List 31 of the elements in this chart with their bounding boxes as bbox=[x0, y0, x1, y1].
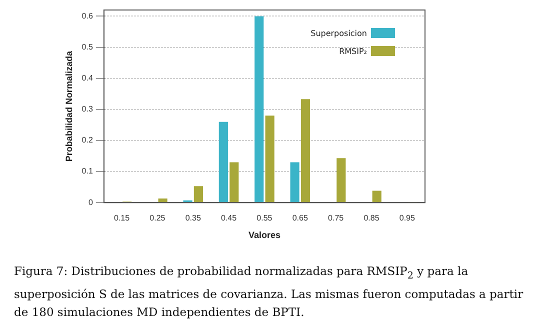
x-tick-label: 0.45 bbox=[220, 214, 238, 223]
y-tick-label: 0.5 bbox=[82, 42, 94, 52]
y-tick-label: 0.2 bbox=[82, 136, 94, 145]
y-tick-label: 0 bbox=[88, 198, 94, 207]
bar bbox=[194, 186, 204, 202]
bar bbox=[336, 158, 346, 202]
bar bbox=[300, 99, 310, 202]
x-tick-label: 0.15 bbox=[114, 214, 130, 223]
bar bbox=[218, 122, 228, 202]
y-axis-title: Probabilidad Normalizada bbox=[64, 50, 74, 162]
text: Figura 7: Distribuciones de probabilidad normalizadas para RMSIP$_{2}$ y para la superposición S de las matrices de covarianza. Las mismas fueron computadas a partir de 180 simulaciones MD independientes de BPTI. bbox=[14, 263, 524, 322]
bar bbox=[254, 16, 264, 202]
bar bbox=[372, 190, 382, 202]
x-axis-title: Valores bbox=[248, 230, 280, 240]
x-tick-label: 0.65 bbox=[292, 214, 308, 223]
x-tick-label: 0.55 bbox=[256, 214, 273, 223]
y-tick-label: 0.4 bbox=[82, 74, 94, 83]
y-tick-label: 0.1 bbox=[82, 166, 94, 176]
y-tick-label: 0.3 bbox=[82, 104, 94, 114]
x-tick-label: 0.85 bbox=[364, 214, 380, 223]
bar bbox=[158, 198, 168, 202]
bar bbox=[265, 116, 274, 202]
bar bbox=[230, 162, 239, 202]
x-tick-label: 0.75 bbox=[328, 214, 344, 223]
x-tick-label: 0.25 bbox=[150, 214, 166, 223]
x-tick-label: 0.95 bbox=[399, 214, 416, 223]
legend-label: Superposicion bbox=[310, 28, 367, 38]
y-tick-label: 0.6 bbox=[82, 11, 94, 20]
legend-label: RMSIP₂ bbox=[339, 46, 367, 56]
x-tick-label: 0.35 bbox=[185, 214, 202, 223]
bar bbox=[290, 162, 300, 202]
